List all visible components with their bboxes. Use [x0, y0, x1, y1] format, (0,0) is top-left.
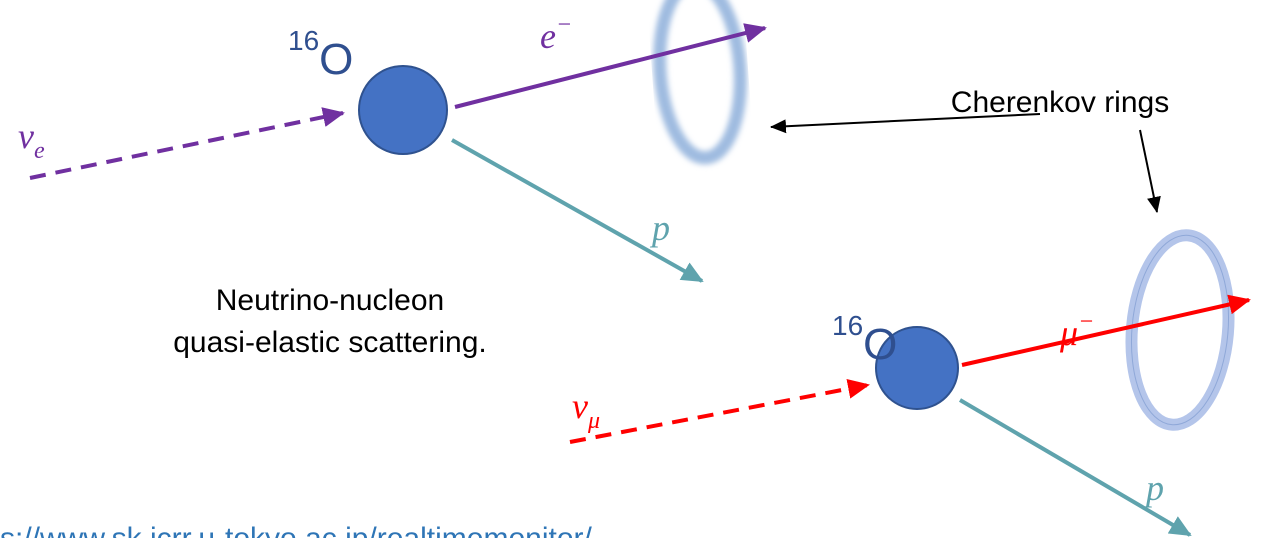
symbol: O — [863, 320, 897, 369]
cherenkov-ring — [654, 0, 746, 161]
source-url: s://www.sk.icrr.u-tokyo.ac.jp/realtimemo… — [0, 522, 592, 538]
caption-line: quasi-elastic scattering. — [173, 326, 486, 359]
proton-label: p — [1143, 468, 1164, 508]
electron-track — [455, 28, 765, 107]
superscript: − — [556, 12, 572, 38]
diagram: 16O νe e− p Cherenkov rings Neutrino-nuc… — [0, 0, 1264, 538]
nucleus-label: 16O — [288, 25, 353, 84]
pointer-arrow — [1140, 130, 1157, 212]
superscript: 16 — [288, 25, 319, 56]
ring-label: Cherenkov rings — [951, 86, 1169, 119]
neutrino-label: νμ — [572, 386, 600, 434]
neutrino-label: νe — [18, 116, 45, 164]
pointer-arrow — [771, 114, 1040, 127]
lepton-label: μ− — [1059, 309, 1094, 353]
superscript: 16 — [832, 310, 863, 341]
subscript: e — [34, 138, 45, 164]
symbol: ν — [18, 116, 34, 156]
nucleus — [359, 66, 447, 154]
caption-line: Neutrino-nucleon — [216, 284, 444, 317]
cherenkov-ring — [1124, 231, 1236, 429]
lepton-label: e− — [540, 12, 572, 56]
symbol: μ — [1059, 313, 1078, 353]
symbol: ν — [572, 386, 588, 426]
neutrino-track — [30, 113, 343, 178]
nucleus-label: 16O — [832, 310, 897, 369]
proton-label: p — [649, 208, 670, 248]
symbol: e — [540, 16, 556, 56]
superscript: − — [1078, 309, 1094, 335]
muon-track — [962, 300, 1249, 365]
symbol: O — [319, 35, 353, 84]
neutrino-track — [570, 385, 868, 442]
subscript: μ — [587, 408, 600, 434]
